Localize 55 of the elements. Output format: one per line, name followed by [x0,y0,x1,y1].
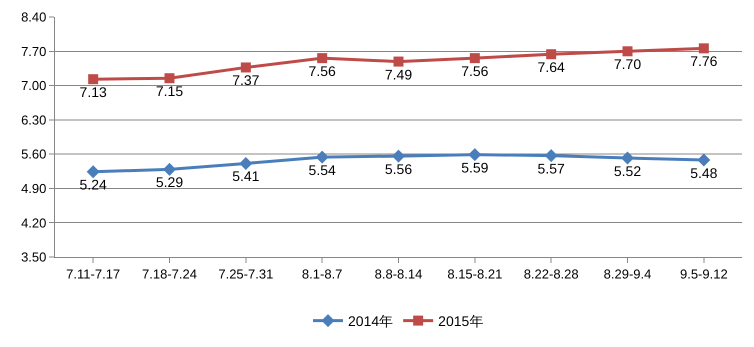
data-label: 5.54 [308,162,336,178]
x-tick-label: 7.25-7.31 [218,266,274,282]
y-tick-label: 5.60 [21,146,46,162]
point [394,56,404,67]
y-tick-label: 7.00 [21,78,46,94]
y-tick-label: 7.70 [21,44,46,59]
y-tick-label: 4.20 [21,215,46,230]
point [622,46,632,56]
data-label: 5.29 [156,174,184,190]
legend-label: 2014年 [348,313,394,330]
point [470,53,480,64]
data-label: 5.52 [614,162,642,179]
y-tick-label: 6.30 [21,112,46,128]
point [88,74,98,84]
point [698,43,709,54]
x-tick-label: 8.15-8.21 [447,266,502,282]
data-label: 7.13 [80,84,108,100]
point [163,162,176,176]
point [392,150,405,163]
point [316,150,329,164]
data-label: 7.56 [461,62,489,79]
data-label: 7.64 [538,58,566,75]
data-label: 7.37 [232,72,260,88]
data-label: 7.70 [614,56,642,72]
data-label: 7.15 [156,82,184,99]
x-tick-label: 8.8-8.14 [374,266,422,282]
x-tick-label: 7.11-7.17 [66,266,120,282]
x-tick-label: 9.5-9.12 [680,266,728,282]
data-label: 5.48 [690,164,718,181]
data-label: 7.49 [384,66,412,82]
legend-label: 2015年 [438,313,484,330]
data-label: 7.76 [690,53,718,70]
data-label: 5.41 [232,168,260,184]
data-label: 7.56 [308,62,336,79]
data-label: 5.57 [538,160,566,176]
point [621,152,634,165]
point [240,62,251,72]
y-tick-label: 4.90 [21,180,46,196]
point [239,156,252,170]
point [86,165,100,178]
point [317,53,328,64]
y-tick-label: 8.40 [21,10,46,25]
x-tick-label: 8.1-8.7 [302,266,342,282]
x-tick-label: 7.18-7.24 [142,266,197,282]
data-label: 5.56 [384,160,412,177]
x-tick-label: 8.29-9.4 [604,266,652,282]
y-tick-label: 3.50 [21,250,46,265]
point [544,149,558,162]
point [697,154,710,167]
point [546,49,556,60]
x-tick-label: 8.22-8.28 [524,266,579,282]
point [164,73,174,84]
data-label: 5.24 [80,176,108,193]
point [468,148,482,162]
data-label: 5.59 [461,159,489,176]
